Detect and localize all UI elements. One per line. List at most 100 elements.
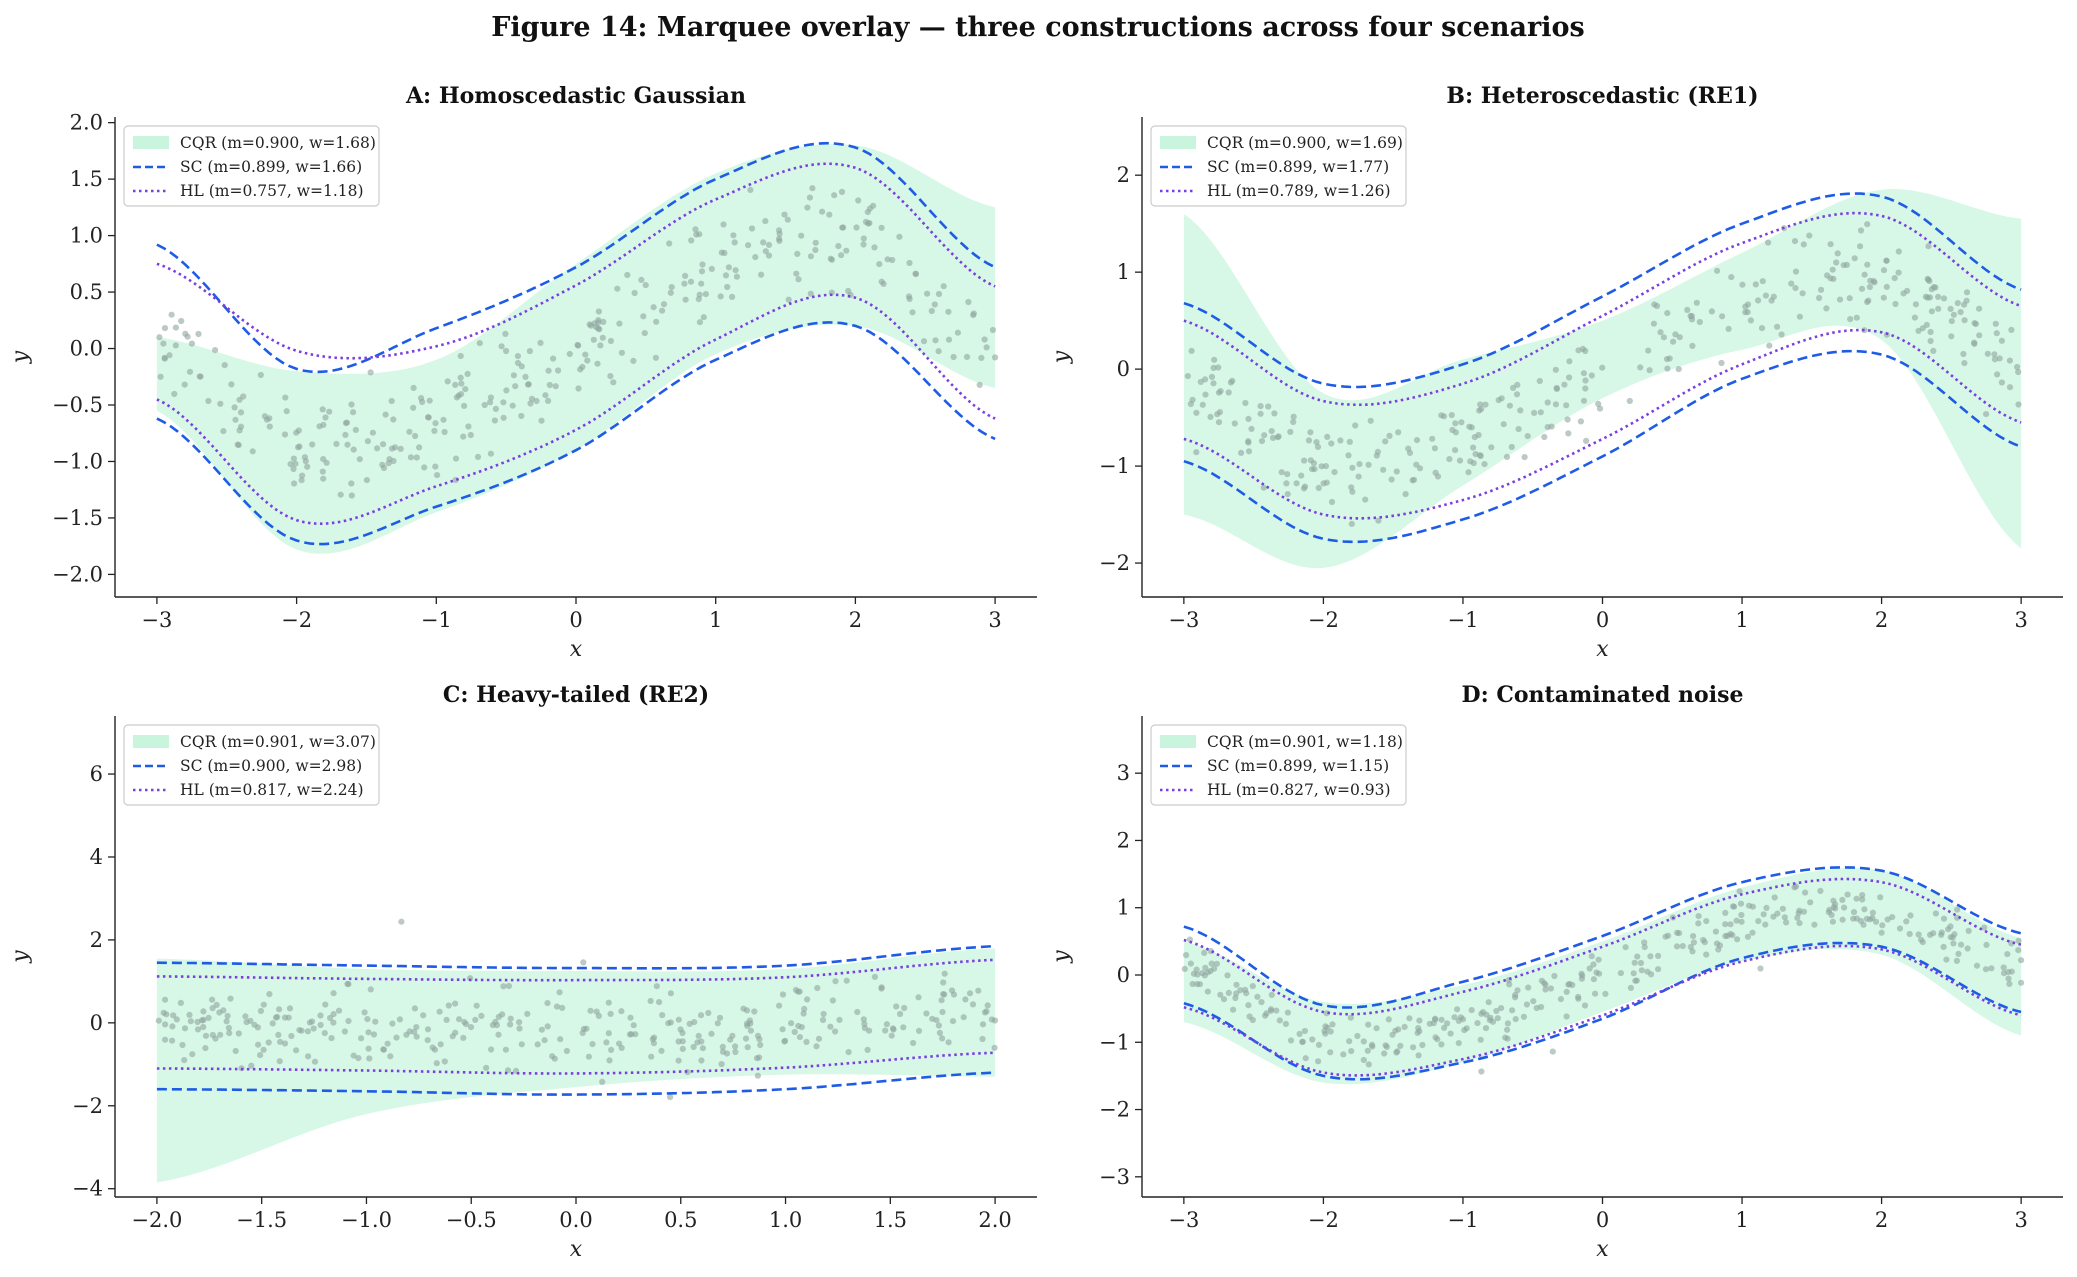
scatter-point <box>2015 368 2022 376</box>
scatter-point <box>341 1028 348 1035</box>
scatter-point <box>220 1007 227 1014</box>
scatter-point <box>1348 1048 1355 1055</box>
scatter-point <box>1258 999 1265 1006</box>
scatter-point <box>525 381 532 388</box>
scatter-point <box>610 379 617 386</box>
scatter-point <box>695 1032 702 1039</box>
scatter-point <box>1998 337 2005 344</box>
x-axis-label: x <box>1596 1237 1609 1262</box>
scatter-point <box>1481 461 1488 468</box>
scatter-point <box>441 428 448 436</box>
scatter-point <box>171 390 178 398</box>
scatter-point <box>1552 401 1559 408</box>
scatter-point <box>348 492 355 499</box>
x-tick-label: 1 <box>709 608 722 632</box>
scatter-point <box>607 1010 614 1018</box>
scatter-point <box>350 409 357 416</box>
scatter-point <box>1744 933 1751 940</box>
scatter-point <box>1906 930 1913 938</box>
x-axis-label: x <box>570 1237 583 1262</box>
scatter-point <box>1271 410 1278 417</box>
scatter-point <box>1596 405 1604 412</box>
scatter-point <box>878 278 885 285</box>
scatter-point <box>441 1058 448 1065</box>
scatter-point <box>487 450 494 457</box>
scatter-point <box>840 224 847 231</box>
scatter-point <box>457 374 464 381</box>
scatter-point <box>320 456 327 463</box>
x-tick-label: −2.0 <box>131 1208 182 1232</box>
scatter-point <box>1305 437 1313 444</box>
scatter-point <box>563 1047 571 1055</box>
x-tick-label: 2 <box>1875 1208 1888 1232</box>
scatter-point <box>1991 356 1998 363</box>
scatter-point <box>522 373 529 380</box>
scatter-point <box>991 1044 998 1051</box>
scatter-point <box>317 1012 324 1019</box>
scatter-point <box>1792 285 1799 292</box>
scatter-point <box>388 397 395 405</box>
scatter-point <box>647 997 654 1005</box>
scatter-point <box>730 232 737 239</box>
scatter-point <box>1474 1020 1481 1027</box>
scatter-point <box>1664 310 1671 317</box>
scatter-point <box>1375 517 1382 524</box>
scatter-point <box>897 1010 904 1018</box>
scatter-point <box>1432 1015 1439 1022</box>
panel-D: D: Contaminated noise −3 −2 −1 0 1 2 3 −3 −2 −1 0 1 2… <box>1049 682 2063 1262</box>
scatter-point <box>1650 320 1657 327</box>
scatter-point <box>731 239 738 246</box>
scatter-point <box>275 1031 282 1038</box>
scatter-point <box>1948 318 1955 325</box>
scatter-point <box>1961 360 1968 367</box>
scatter-point <box>1542 986 1549 993</box>
x-tick-label: −3 <box>141 608 172 632</box>
scatter-point <box>1864 221 1871 228</box>
scatter-point <box>412 432 419 440</box>
scatter-point <box>1213 960 1220 967</box>
scatter-point <box>782 1037 789 1044</box>
scatter-point <box>819 1016 827 1024</box>
scatter-point <box>1758 325 1766 332</box>
scatter-point <box>742 1035 750 1042</box>
scatter-point <box>575 385 582 392</box>
scatter-point <box>1857 227 1865 234</box>
cqr-band <box>1183 189 2022 569</box>
scatter-point <box>1383 1043 1390 1050</box>
scatter-point <box>928 307 935 315</box>
scatter-point <box>656 999 663 1006</box>
scatter-point <box>870 202 877 209</box>
scatter-point <box>305 1053 312 1060</box>
scatter-point <box>510 372 517 379</box>
scatter-point <box>923 1010 930 1017</box>
scatter-point <box>1988 965 1995 972</box>
scatter-point <box>722 272 730 279</box>
scatter-point <box>1878 929 1885 936</box>
scatter-point <box>1201 972 1208 979</box>
scatter-point <box>1984 350 1991 357</box>
scatter-point <box>500 414 507 421</box>
scatter-point <box>474 453 482 460</box>
scatter-point <box>1327 1049 1334 1056</box>
scatter-point <box>432 420 439 427</box>
scatter-point <box>235 442 242 449</box>
scatter-point <box>1783 919 1790 926</box>
x-tick-label: −3 <box>1168 1208 1199 1232</box>
scatter-point <box>599 1078 606 1085</box>
x-tick-label: 0 <box>569 608 582 632</box>
scatter-point <box>1245 438 1252 445</box>
scatter-point <box>697 1012 705 1019</box>
hl-lower-line <box>1183 944 2022 1077</box>
scatter-point <box>491 417 498 424</box>
scatter-point <box>361 1009 368 1016</box>
scatter-point <box>659 1012 666 1019</box>
scatter-point <box>266 423 273 430</box>
panel-title: A: Homoscedastic Gaussian <box>405 83 746 109</box>
scatter-point <box>1360 1056 1367 1064</box>
scatter-point <box>754 1032 762 1039</box>
scatter-point <box>1634 953 1641 960</box>
scatter-point <box>829 997 837 1004</box>
scatter-point <box>1415 1052 1422 1059</box>
y-tick-label: −4 <box>72 1177 103 1201</box>
scatter-point <box>838 188 846 195</box>
